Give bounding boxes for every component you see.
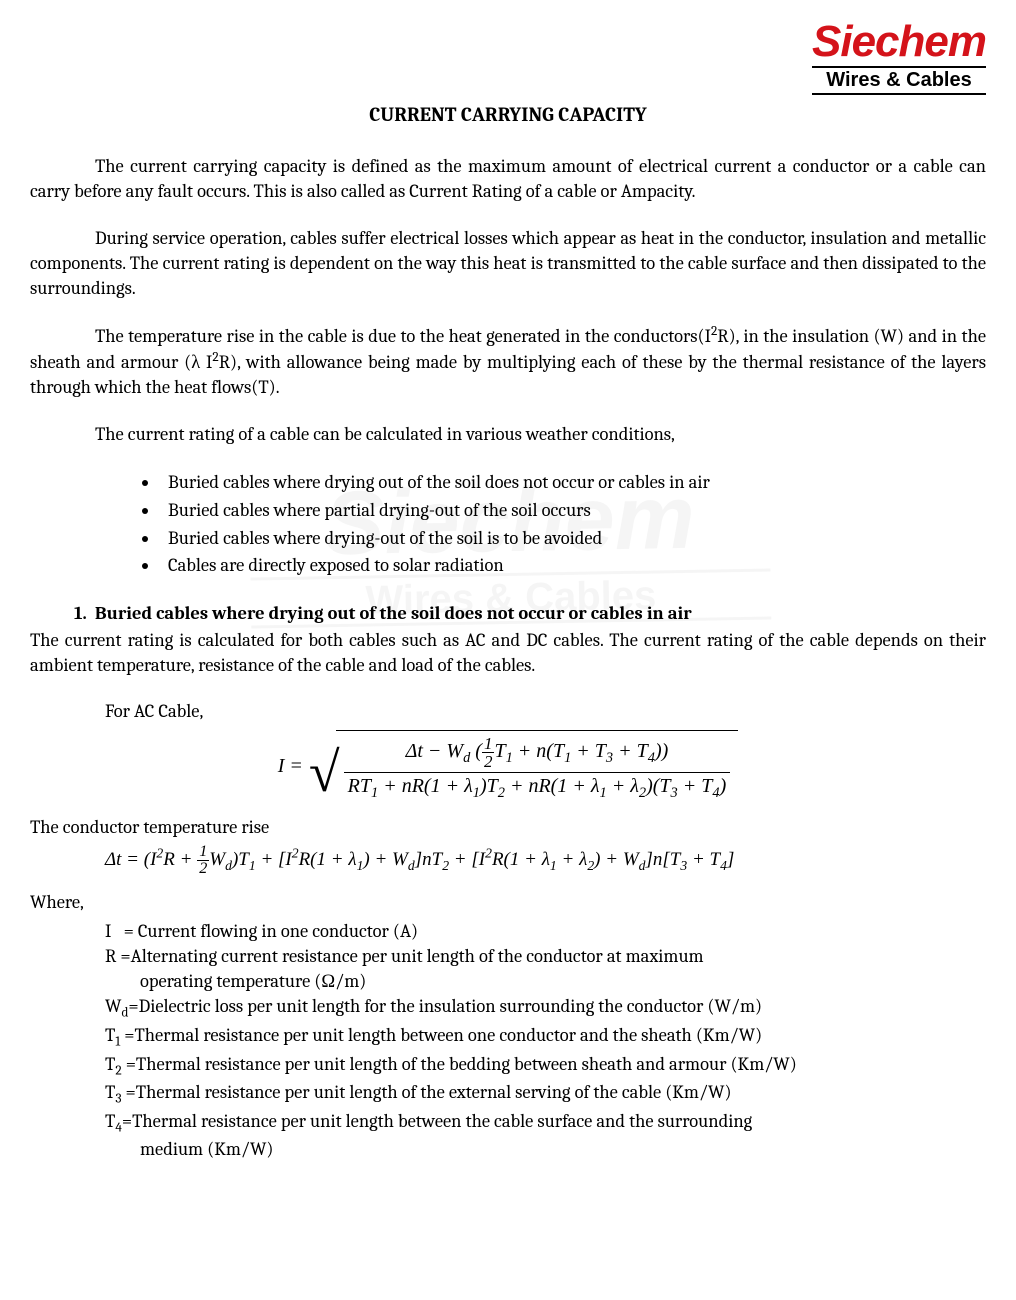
def-row: R =Alternating current resistance per un… — [105, 944, 986, 969]
def-row: T2 =Thermal resistance per unit length o… — [105, 1052, 986, 1081]
logo-sub-text: Wires & Cables — [812, 66, 986, 95]
def-row: T3 =Thermal resistance per unit length o… — [105, 1080, 986, 1109]
formula-current: I = √ Δt − Wd (12T1 + n(T1 + T3 + T4)) R… — [30, 730, 986, 804]
list-item: Cables are directly exposed to solar rad… — [160, 552, 986, 580]
def-row: T4=Thermal resistance per unit length be… — [105, 1109, 986, 1138]
list-item: Buried cables where drying-out of the so… — [160, 525, 986, 553]
conductor-rise-label: The conductor temperature rise — [30, 816, 986, 838]
sqrt-icon: √ — [309, 759, 340, 787]
list-item: Buried cables where drying out of the so… — [160, 469, 986, 497]
page-title: CURRENT CARRYING CAPACITY — [30, 103, 986, 126]
para-2: During service operation, cables suffer … — [30, 226, 986, 301]
section-1-heading: 1. Buried cables where drying out of the… — [74, 602, 986, 624]
for-ac-label: For AC Cable, — [105, 700, 986, 722]
logo: Siechem Wires & Cables — [812, 20, 986, 95]
para-4: The current rating of a cable can be cal… — [30, 422, 986, 447]
def-row: T1 =Thermal resistance per unit length b… — [105, 1023, 986, 1052]
def-row-cont: operating temperature (Ω/m) — [140, 969, 986, 994]
formula-lhs: I = — [278, 755, 303, 778]
conditions-list: Buried cables where drying out of the so… — [160, 469, 986, 580]
list-item: Buried cables where partial drying-out o… — [160, 497, 986, 525]
def-row: Wd=Dielectric loss per unit length for t… — [105, 994, 986, 1023]
logo-container: Siechem Wires & Cables — [30, 20, 986, 95]
where-label: Where, — [30, 891, 986, 913]
def-row: I = Current flowing in one conductor (A) — [105, 919, 986, 944]
def-row-cont: medium (Km/W) — [140, 1137, 986, 1162]
para-3: The temperature rise in the cable is due… — [30, 323, 986, 400]
definitions: I = Current flowing in one conductor (A)… — [105, 919, 986, 1162]
para-1: The current carrying capacity is defined… — [30, 154, 986, 204]
formula-delta-t: Δt = (I2R + 12Wd)T1 + [I2R(1 + λ1) + Wd]… — [105, 844, 986, 877]
logo-main-text: Siechem — [812, 20, 986, 64]
section-1-body: The current rating is calculated for bot… — [30, 628, 986, 678]
